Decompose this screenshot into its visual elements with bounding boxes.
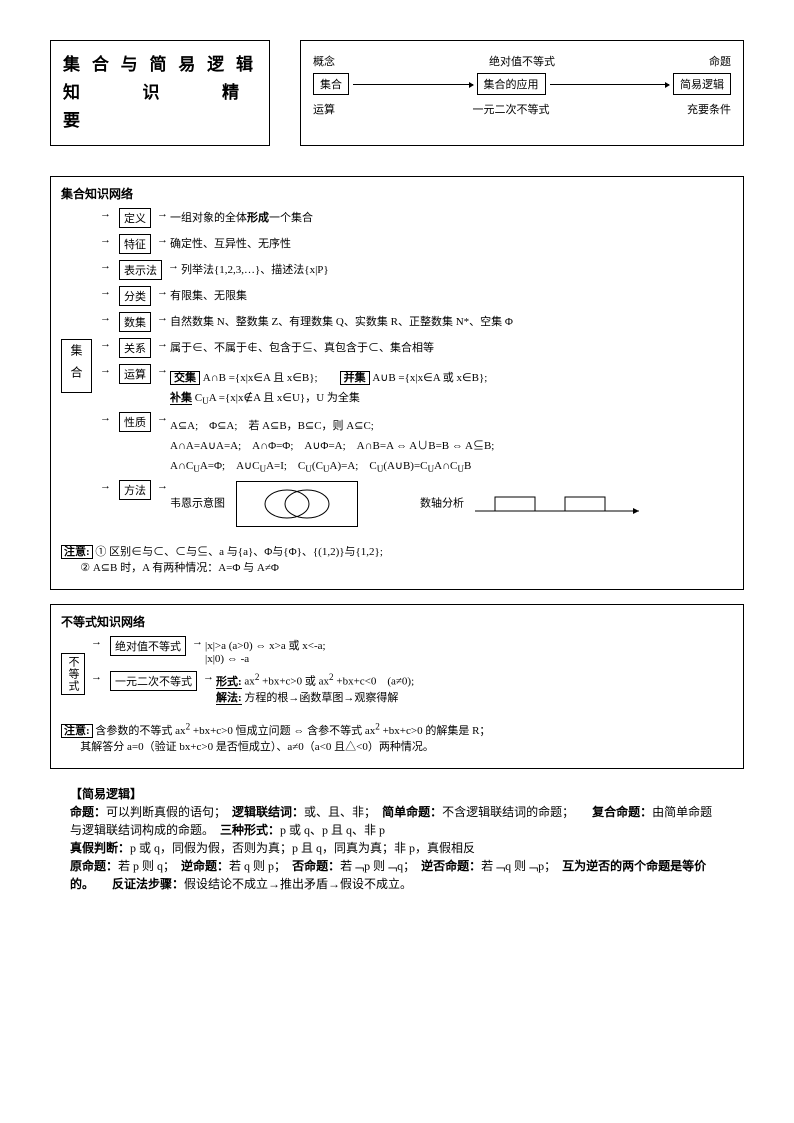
- branch-item: →运算→交集 A∩B ={x|x∈A 且 x∈B}; 并集 A∪B ={x|x∈…: [100, 364, 733, 406]
- concept-top: 概念 绝对值不等式 命题: [313, 53, 731, 69]
- arrow-icon: [353, 84, 473, 85]
- ineq-tree: 不等式 →绝对值不等式→|x|>a (a>0) ⇔ x>a 或 x<-a;|x|…: [61, 636, 733, 711]
- axis-diagram: [475, 489, 645, 519]
- title-line2: 知 识 精 要: [63, 79, 257, 135]
- branch-item: →性质→A⊆A; Φ⊆A; 若 A⊆B，B⊆C，则 A⊆C;A∩A=A∪A=A;…: [100, 412, 733, 474]
- branch-text: 自然数集 N、整数集 Z、有理数集 Q、实数集 R、正整数集 N*、空集 Φ: [170, 312, 733, 329]
- branch-text: 有限集、无限集: [170, 286, 733, 303]
- title-line1: 集合与简易逻辑: [63, 51, 257, 79]
- logic-line-1: 真假判断：p 或 q，同假为假，否则为真；p 且 q，同真为真；非 p，真假相反: [70, 839, 724, 857]
- branch-item: →特征→确定性、互异性、无序性: [100, 234, 733, 254]
- branch-item: →定义→一组对象的全体形成一个集合: [100, 208, 733, 228]
- branch-label: 关系: [119, 338, 151, 358]
- note-2: ② A⊆B 时，A 有两种情况：A=Φ 与 A≠Φ: [80, 562, 279, 574]
- branch-label: 性质: [119, 412, 151, 432]
- branch-item: →方法→韦恩示意图 数轴分析: [100, 480, 733, 527]
- venn-diagram: [236, 481, 358, 527]
- set-branches: →定义→一组对象的全体形成一个集合 →特征→确定性、互异性、无序性 →表示法→列举法…: [100, 208, 733, 533]
- branch-label: 特征: [119, 234, 151, 254]
- ineq-note-2: 其解答分 a=0（验证 bx+c>0 是否恒成立）、a≠0（a<0 且△<0）两…: [80, 741, 434, 753]
- branch-text: 韦恩示意图 数轴分析: [170, 480, 733, 527]
- ineq-section-title: 不等式知识网络: [61, 613, 733, 630]
- logic-section: 【简易逻辑】 命题：可以判断真假的语句； 逻辑联结词：或、且、非； 简单命题：不…: [50, 783, 744, 895]
- branch-label: 定义: [119, 208, 151, 228]
- header-row: 集合与简易逻辑 知 识 精 要 概念 绝对值不等式 命题 集合 集合的应用 简易…: [50, 40, 744, 146]
- title-box: 集合与简易逻辑 知 识 精 要: [50, 40, 270, 146]
- set-section-title: 集合知识网络: [61, 185, 733, 202]
- logic-line-2: 原命题：若 p 则 q； 逆命题：若 q 则 p； 否命题：若﹁p 则﹁q； 逆…: [70, 857, 724, 893]
- branch-item: →分类→有限集、无限集: [100, 286, 733, 306]
- branch-label: 一元二次不等式: [110, 671, 197, 691]
- branch-label: 数集: [119, 312, 151, 332]
- set-tree: 集合 →定义→一组对象的全体形成一个集合 →特征→确定性、互异性、无序性 →表示法→…: [61, 208, 733, 533]
- ineq-note-1: 含参数的不等式 ax2 +bx+c>0 恒成立问题 ⇔ 含参不等式 ax2 +b…: [95, 725, 490, 737]
- branch-label: 运算: [119, 364, 151, 384]
- concept-map: 概念 绝对值不等式 命题 集合 集合的应用 简易逻辑 运算 一元二次不等式 充要…: [300, 40, 744, 146]
- branch-text: |x|>a (a>0) ⇔ x>a 或 x<-a;|x|0) ⇔ -a: [205, 636, 733, 665]
- branch-label: 绝对值不等式: [110, 636, 186, 656]
- page-root: 集合与简易逻辑 知 识 精 要 概念 绝对值不等式 命题 集合 集合的应用 简易…: [0, 0, 794, 935]
- branch-text: 属于∈、不属于∉、包含于⊆、真包含于⊂、集合相等: [170, 338, 733, 355]
- branch-item: →一元二次不等式→形式: ax2 +bx+c>0 或 ax2 +bx+c<0 (…: [91, 671, 733, 705]
- branch-text: 列举法{1,2,3,…}、描述法{x|P}: [181, 260, 733, 277]
- set-notes: 注意: ① 区别∈与⊂、⊂与⊆、a 与{a}、Φ与{Φ}、{(1,2)}与{1,…: [61, 543, 733, 575]
- note-1: ① 区别∈与⊂、⊂与⊆、a 与{a}、Φ与{Φ}、{(1,2)}与{1,2};: [95, 546, 382, 558]
- ineq-root: 不等式: [61, 653, 85, 695]
- branch-text: 交集 A∩B ={x|x∈A 且 x∈B}; 并集 A∪B ={x|x∈A 或 …: [170, 364, 733, 406]
- branch-text: 确定性、互异性、无序性: [170, 234, 733, 251]
- branch-text: 形式: ax2 +bx+c>0 或 ax2 +bx+c<0 (a≠0);解法: …: [216, 671, 733, 705]
- branch-label: 方法: [119, 480, 151, 500]
- branch-item: →数集→自然数集 N、整数集 Z、有理数集 Q、实数集 R、正整数集 N*、空集…: [100, 312, 733, 332]
- arrow-icon: [550, 84, 670, 85]
- branch-label: 分类: [119, 286, 151, 306]
- set-root: 集合: [61, 339, 92, 393]
- ineq-branches: →绝对值不等式→|x|>a (a>0) ⇔ x>a 或 x<-a;|x|0) ⇔…: [91, 636, 733, 711]
- branch-text: A⊆A; Φ⊆A; 若 A⊆B，B⊆C，则 A⊆C;A∩A=A∪A=A; A∩Φ…: [170, 412, 733, 474]
- ineq-network-box: 不等式知识网络 不等式 →绝对值不等式→|x|>a (a>0) ⇔ x>a 或 …: [50, 604, 744, 768]
- note-label: 注意:: [61, 545, 93, 559]
- concept-bot: 运算 一元二次不等式 充要条件: [313, 101, 731, 117]
- logic-line-0: 命题：可以判断真假的语句； 逻辑联结词：或、且、非； 简单命题：不含逻辑联结词的…: [70, 803, 724, 839]
- branch-label: 表示法: [119, 260, 162, 280]
- branch-item: →表示法→列举法{1,2,3,…}、描述法{x|P}: [100, 260, 733, 280]
- branch-text: 一组对象的全体形成一个集合: [170, 208, 733, 225]
- ineq-notes: 注意: 含参数的不等式 ax2 +bx+c>0 恒成立问题 ⇔ 含参不等式 ax…: [61, 721, 733, 754]
- logic-title: 【简易逻辑】: [70, 785, 724, 803]
- branch-item: →关系→属于∈、不属于∉、包含于⊆、真包含于⊂、集合相等: [100, 338, 733, 358]
- set-network-box: 集合知识网络 集合 →定义→一组对象的全体形成一个集合 →特征→确定性、互异性、无…: [50, 176, 744, 590]
- concept-mid: 集合 集合的应用 简易逻辑: [313, 73, 731, 95]
- branch-item: →绝对值不等式→|x|>a (a>0) ⇔ x>a 或 x<-a;|x|0) ⇔…: [91, 636, 733, 665]
- note-label: 注意:: [61, 724, 93, 738]
